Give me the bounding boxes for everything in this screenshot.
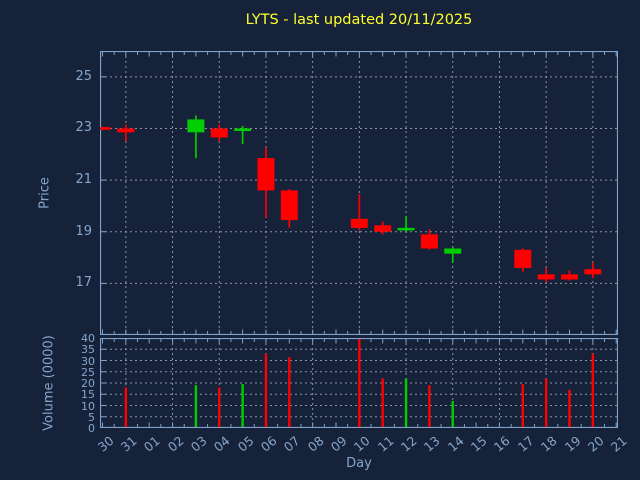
price-tick-label: 23 [75, 120, 92, 136]
day-tick-label: 18 [537, 433, 560, 455]
chart-title: LYTS - last updated 20/11/2025 [245, 12, 473, 28]
volume-plot-area [100, 338, 618, 428]
volume-tick-label: 30 [81, 354, 95, 368]
volume-axis-tick-labels: 0 5 10 15 20 25 30 35 40 [0, 332, 95, 435]
price-tick-label: 25 [75, 68, 92, 84]
volume-axis-title: Volume (0000) [41, 335, 57, 431]
day-tick-label: 10 [351, 433, 373, 455]
day-tick-label: 02 [164, 433, 187, 455]
day-tick-label: 12 [397, 433, 420, 455]
day-tick-label: 20 [584, 433, 607, 455]
volume-tick-label: 20 [81, 377, 95, 390]
price-tick-label: 19 [75, 223, 92, 239]
day-tick-label: 15 [467, 433, 490, 455]
price-plot-area [100, 51, 618, 335]
day-tick-label: 06 [257, 433, 280, 455]
volume-tick-label: 10 [81, 399, 95, 413]
day-axis-title: Day [346, 456, 372, 471]
day-tick-label: 13 [421, 433, 444, 455]
volume-tick-label: 5 [88, 410, 95, 424]
volume-tick-label: 25 [81, 365, 95, 379]
volume-tick-label: 35 [81, 343, 95, 357]
price-axis-title: Price [37, 177, 53, 209]
day-tick-label: 31 [117, 433, 140, 455]
price-axis-tick-labels: 17 19 21 23 25 [0, 51, 92, 335]
volume-tick-label: 15 [81, 388, 95, 402]
day-tick-label: 19 [561, 433, 584, 455]
volume-bars-canvas [100, 338, 618, 428]
day-tick-label: 21 [608, 433, 630, 455]
price-tick-label: 21 [75, 172, 92, 188]
day-tick-label: 14 [444, 433, 467, 455]
day-tick-label: 08 [304, 433, 327, 455]
day-tick-label: 07 [281, 433, 303, 455]
day-tick-label: 09 [327, 433, 350, 455]
day-tick-label: 05 [234, 433, 257, 455]
day-tick-label: 30 [94, 433, 117, 455]
day-tick-label: 01 [141, 433, 163, 455]
price-tick-label: 17 [75, 275, 92, 291]
day-tick-label: 03 [187, 433, 210, 455]
day-tick-label: 17 [514, 433, 537, 455]
price-candlestick-canvas [100, 51, 618, 335]
volume-tick-label: 40 [81, 332, 95, 345]
day-tick-label: 11 [374, 433, 397, 455]
volume-tick-label: 0 [88, 422, 95, 435]
day-tick-label: 04 [211, 433, 233, 455]
day-tick-label: 16 [491, 433, 514, 455]
